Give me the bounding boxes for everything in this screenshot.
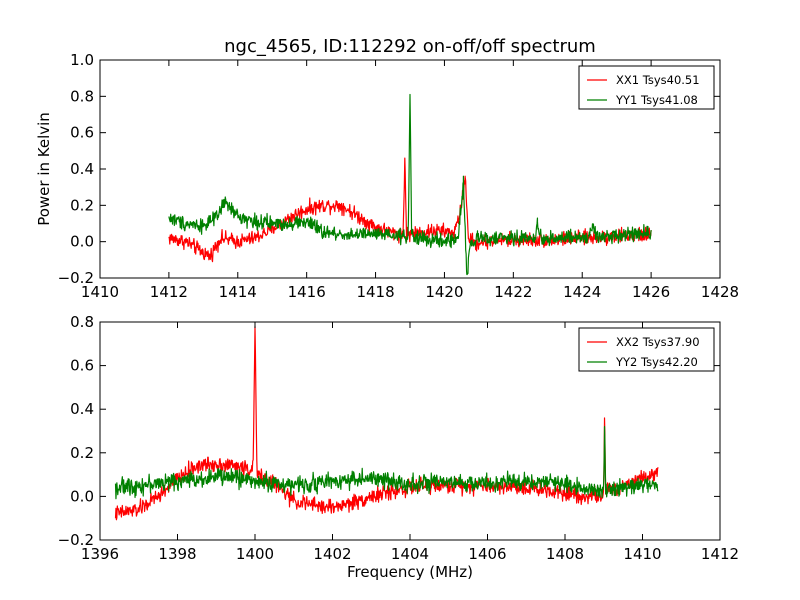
x-tick-label: 1418 bbox=[356, 283, 394, 301]
y-axis-title: Power in Kelvin bbox=[35, 112, 53, 226]
y-tick-label: 0.2 bbox=[70, 444, 94, 462]
x-tick-label: 1398 bbox=[158, 545, 196, 563]
y-tick-label: 0.6 bbox=[70, 124, 94, 142]
legend-label: XX2 Tsys37.90 bbox=[616, 335, 700, 349]
top-plot: 1410 1412 1414 1416 1418 1420 1422 1424 1426 1428… bbox=[58, 51, 740, 301]
legend-box bbox=[578, 327, 715, 372]
x-tick-label: 1410 bbox=[81, 283, 119, 301]
x-tick-label: 1400 bbox=[236, 545, 274, 563]
y-tick-label: 0.6 bbox=[70, 357, 94, 375]
bottom-plot: 1396 1398 1400 1402 1404 1406 1408 1410 1412 −0.2… bbox=[58, 313, 740, 563]
y-tick-label: 1.0 bbox=[70, 51, 94, 69]
x-tick-label: 1412 bbox=[150, 283, 188, 301]
series-line-xx2 bbox=[114, 325, 659, 521]
x-tick-label: 1416 bbox=[288, 283, 326, 301]
y-tick-label: −0.2 bbox=[58, 269, 94, 287]
plot-area bbox=[114, 325, 659, 521]
y-tick-label: 0.4 bbox=[70, 160, 94, 178]
y-tick-label: 0.0 bbox=[70, 487, 94, 505]
x-tick-label: 1428 bbox=[701, 283, 739, 301]
y-tick-label: 0.8 bbox=[70, 313, 94, 331]
legend-label: XX1 Tsys40.51 bbox=[616, 73, 700, 87]
x-axis-title: Frequency (MHz) bbox=[347, 563, 473, 581]
x-tick-label: 1402 bbox=[313, 545, 351, 563]
x-tick-label: 1422 bbox=[494, 283, 532, 301]
x-tick-label: 1420 bbox=[425, 283, 463, 301]
x-tick-label: 1412 bbox=[701, 545, 739, 563]
legend-label: YY2 Tsys42.20 bbox=[615, 355, 698, 369]
x-tick-label: 1396 bbox=[81, 545, 119, 563]
legend-label: YY1 Tsys41.08 bbox=[615, 93, 698, 107]
legend: XX2 Tsys37.90 YY2 Tsys42.20 bbox=[578, 327, 715, 372]
y-tick-label: 0.4 bbox=[70, 400, 94, 418]
x-tick-label: 1426 bbox=[632, 283, 670, 301]
y-tick-label: 0.0 bbox=[70, 233, 94, 251]
x-tick-label: 1404 bbox=[391, 545, 429, 563]
y-tick-label: −0.2 bbox=[58, 531, 94, 549]
legend: XX1 Tsys40.51 YY1 Tsys41.08 bbox=[578, 65, 715, 110]
y-tick-label: 0.2 bbox=[70, 196, 94, 214]
x-tick-label: 1424 bbox=[563, 283, 601, 301]
plot-area bbox=[168, 93, 652, 276]
y-tick-label: 0.8 bbox=[70, 87, 94, 105]
x-tick-label: 1414 bbox=[219, 283, 257, 301]
x-tick-label: 1410 bbox=[623, 545, 661, 563]
x-tick-label: 1406 bbox=[468, 545, 506, 563]
x-tick-label: 1408 bbox=[546, 545, 584, 563]
series-line-yy1 bbox=[168, 93, 652, 276]
legend-box bbox=[578, 65, 715, 110]
series-line-yy2 bbox=[114, 426, 659, 500]
figure-title: ngc_4565, ID:112292 on-off/off spectrum bbox=[224, 36, 596, 57]
